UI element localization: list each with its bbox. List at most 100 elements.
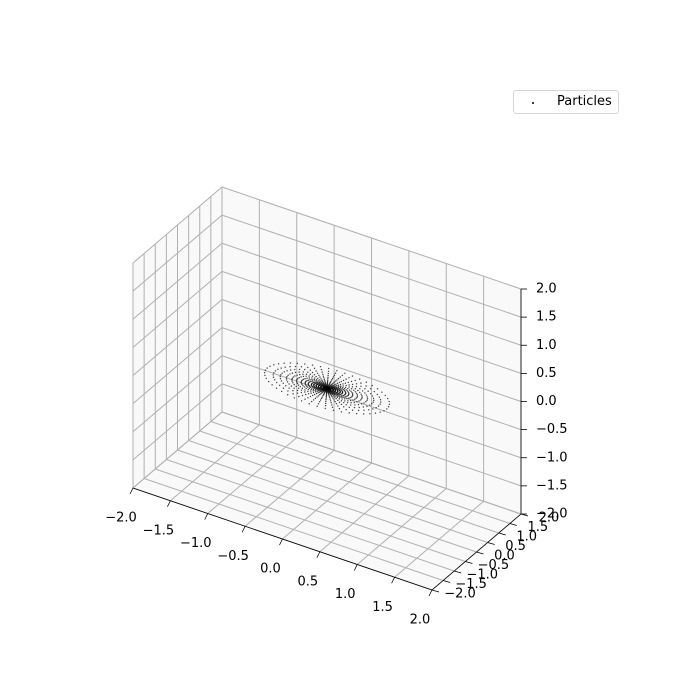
particle-point [269, 365, 271, 367]
particle-point [349, 399, 352, 402]
particle-point [358, 406, 360, 409]
particle-point [343, 406, 345, 408]
particle-point [324, 381, 326, 383]
particle-point [331, 395, 333, 398]
particle-point [308, 384, 310, 387]
particle-point [312, 389, 314, 392]
particle-point [381, 391, 383, 393]
particle-point [307, 371, 309, 373]
particle-point [339, 386, 342, 389]
particle-point [304, 378, 306, 380]
particle-point [361, 396, 363, 399]
particle-point [346, 402, 349, 404]
particle-point [342, 379, 345, 382]
particle-point [343, 401, 345, 404]
grid-line-floor-y [177, 449, 477, 553]
particle-point [340, 388, 342, 391]
particle-point [336, 391, 338, 394]
particle-point [373, 390, 376, 393]
particle-point [359, 388, 361, 390]
particle-point [379, 411, 381, 413]
particle-point [322, 395, 324, 397]
particle-point [307, 366, 309, 369]
particle-point [286, 375, 288, 378]
tick-labels: −2.0−2.0−2.0−1.5−1.5−1.5−1.0−1.0−1.0−0.5… [105, 282, 567, 628]
particle-point [336, 379, 338, 381]
particle-point [308, 403, 310, 405]
grid-line-side-z [132, 242, 223, 320]
particle-point [302, 375, 305, 378]
particle-point [356, 395, 359, 397]
particle-point [305, 373, 308, 375]
grid-line-back-z [221, 214, 522, 318]
y-tick [487, 542, 495, 545]
particle-point [273, 364, 275, 366]
particle-point [371, 384, 374, 387]
particle-point [336, 396, 339, 399]
particle-point [307, 393, 310, 395]
particle-point [328, 394, 330, 396]
particle-point [317, 392, 319, 394]
particle-point [376, 393, 378, 396]
x-tick [204, 513, 209, 520]
particle-point [325, 397, 327, 399]
particle-point [327, 374, 329, 377]
particle-point [285, 377, 288, 379]
particle-point [333, 384, 336, 386]
grid-line-floor-x [394, 500, 484, 578]
particle-point [272, 374, 274, 376]
particle-point [344, 400, 346, 402]
particle-point [336, 384, 338, 387]
particle-point [278, 384, 281, 387]
particle-point [322, 373, 324, 375]
particle-point [387, 406, 390, 408]
particle-point [317, 377, 319, 380]
particle-point [314, 389, 316, 392]
particle-point [320, 381, 323, 384]
particle-point [317, 381, 319, 383]
particle-point [317, 395, 320, 397]
particle-point [319, 376, 321, 378]
particle-point [316, 396, 318, 398]
particle-point [340, 400, 343, 402]
particle-point [310, 390, 312, 392]
particle-point [363, 409, 365, 411]
particle-point [347, 400, 349, 402]
particle-point [296, 378, 298, 381]
particle-point [342, 383, 344, 385]
particle-point [286, 394, 289, 396]
particle-point [337, 395, 339, 397]
particle-point [333, 381, 336, 383]
particle-point [348, 412, 350, 414]
grid-line-side-z [132, 186, 223, 264]
particle-point [330, 394, 333, 397]
particle-point [282, 382, 284, 384]
particle-point [338, 387, 341, 390]
particle-point [327, 393, 330, 395]
particle-point [302, 373, 304, 375]
particle-point [330, 402, 332, 404]
particle-point [350, 402, 352, 404]
particle-point [371, 395, 374, 397]
particle-point [355, 385, 358, 388]
particle-point [327, 379, 329, 381]
axis-panes [132, 186, 522, 591]
particle-point [292, 390, 294, 392]
grid-line-back-z [221, 299, 522, 402]
particle-point [353, 389, 355, 391]
particle-point [319, 365, 322, 368]
particle-point [344, 386, 347, 388]
particle-point [306, 377, 308, 380]
particle-point [365, 381, 368, 383]
particle-point [315, 392, 318, 395]
y-tick [498, 532, 506, 536]
particle-point [348, 406, 350, 409]
particle-point [317, 382, 319, 384]
particle-point [347, 387, 349, 390]
particle-point [332, 390, 334, 392]
particle-point [328, 395, 330, 397]
particle-point [285, 385, 287, 387]
particle-point [317, 380, 319, 382]
particle-point [351, 393, 354, 395]
